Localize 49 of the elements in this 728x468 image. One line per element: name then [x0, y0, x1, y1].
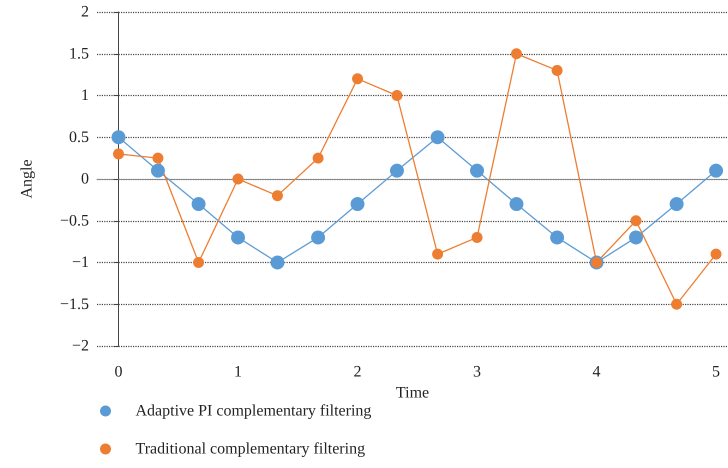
point [152, 152, 164, 164]
point [231, 230, 246, 244]
y-tick-label: 1.5 [69, 45, 89, 62]
legend-label: Adaptive PI complementary filtering [136, 402, 372, 420]
x-tick-label: 5 [712, 364, 720, 380]
point [510, 48, 522, 60]
legend-label: Traditional complementary filtering [136, 440, 366, 458]
y-tick-label: 2 [81, 4, 89, 20]
y-tick-label: 0.5 [69, 128, 89, 146]
point [630, 215, 642, 226]
y-tick-label: −2 [72, 338, 89, 354]
point [272, 190, 283, 202]
x-tick-label: 0 [114, 364, 123, 380]
point [628, 230, 643, 244]
y-tick-label: −1 [72, 254, 89, 271]
point [550, 230, 564, 244]
point [352, 73, 364, 84]
point [391, 90, 402, 101]
y-tick-label: 0 [81, 170, 89, 188]
point [390, 164, 404, 178]
x-tick-label: 2 [354, 364, 362, 380]
point [470, 164, 484, 178]
point [509, 197, 524, 212]
y-tick-label: −1.5 [60, 296, 89, 313]
y-tick-label: 1 [81, 87, 89, 104]
x-tick-label: 3 [473, 364, 482, 380]
point [270, 256, 284, 270]
point [671, 298, 682, 310]
point [112, 130, 126, 144]
y-tick-label: −0.5 [60, 212, 89, 230]
point [113, 148, 124, 160]
point [232, 174, 244, 184]
point [430, 130, 445, 144]
point [311, 230, 326, 244]
point [192, 197, 206, 212]
point [552, 64, 563, 76]
y-axis-title: Angle [18, 159, 36, 199]
point [193, 257, 204, 268]
point [432, 248, 444, 260]
point [472, 232, 483, 243]
x-axis-title: Time [396, 384, 430, 402]
point [670, 197, 684, 212]
x-tick-label: 1 [234, 364, 242, 380]
point [710, 248, 722, 260]
point [150, 164, 165, 178]
point [312, 152, 324, 164]
point [350, 197, 365, 212]
x-tick-label: 4 [592, 364, 601, 380]
point [709, 164, 724, 178]
